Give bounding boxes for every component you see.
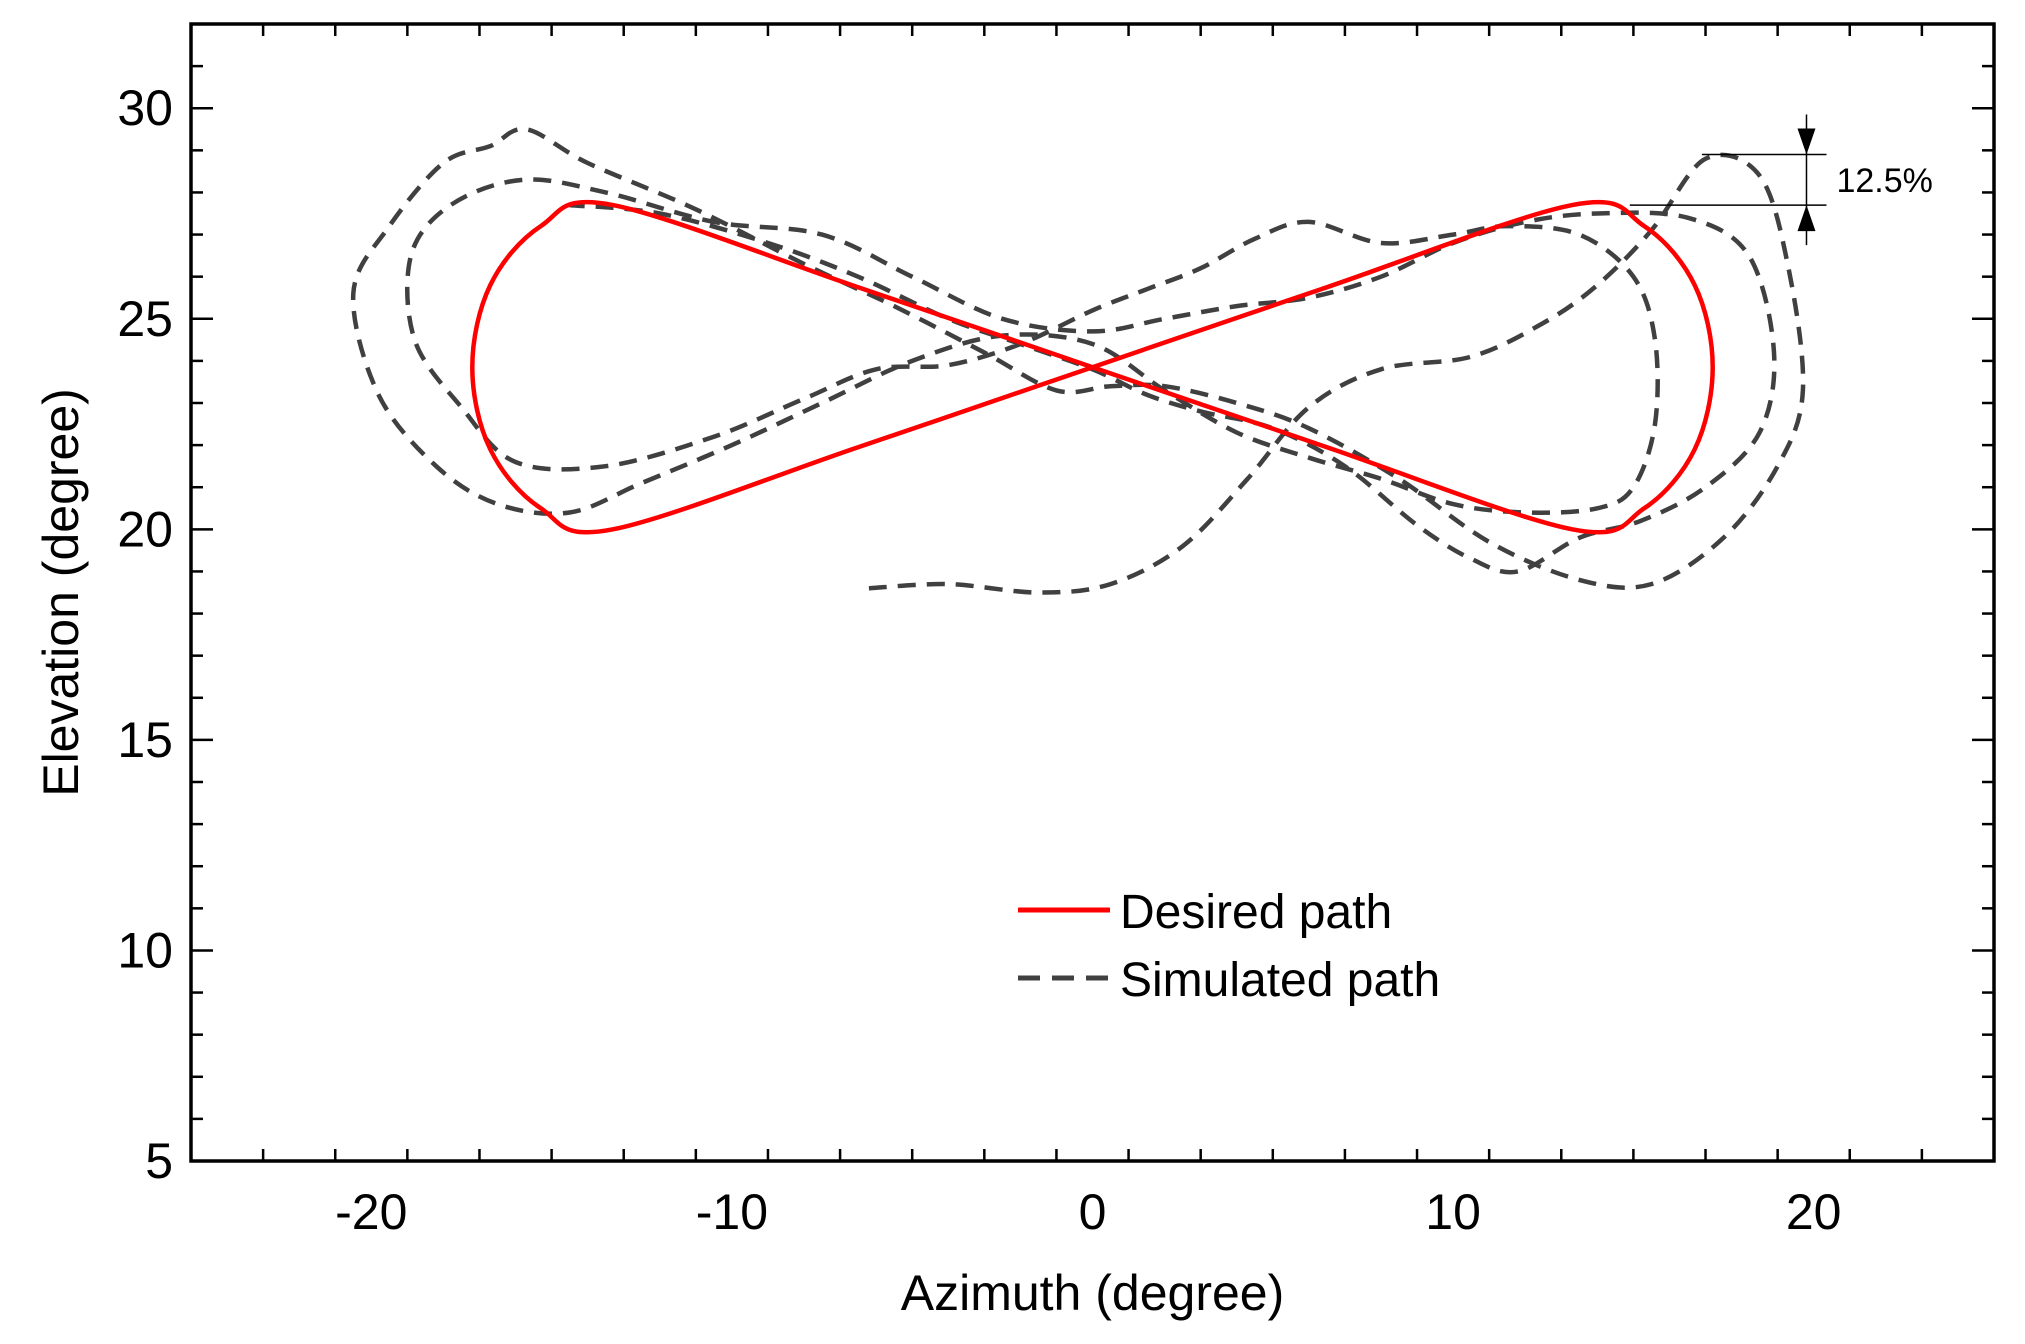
desired-path-line [470, 199, 1715, 535]
legend: Desired path Simulated path [1018, 886, 1440, 1007]
x-tick-label: 20 [1786, 1184, 1842, 1240]
plot-frame [189, 22, 1996, 1163]
y-tick-label: 5 [145, 1133, 173, 1189]
x-tick-label: 0 [1079, 1184, 1107, 1240]
annotation-label: 12.5% [1836, 162, 1932, 200]
y-tick-label: 25 [117, 291, 173, 347]
y-tick-label: 20 [117, 501, 173, 557]
y-tick-label: 10 [117, 922, 173, 978]
simulated-path-line [350, 126, 1806, 595]
amplitude-annotation: 12.5% [1629, 114, 1933, 246]
x-tick-label: -10 [696, 1184, 768, 1240]
x-tick-label: -20 [335, 1184, 407, 1240]
y-tick-label: 30 [117, 80, 173, 136]
x-tick-label: 10 [1425, 1184, 1481, 1240]
ticks: -20 -10 0 10 20 5 10 15 20 25 30 [117, 22, 1996, 1240]
y-axis-title: Elevation (degree) [33, 388, 89, 797]
series-layer [350, 126, 1806, 595]
x-axis-title: Azimuth (degree) [901, 1265, 1285, 1321]
legend-label-desired: Desired path [1120, 886, 1392, 939]
legend-label-simulated: Simulated path [1120, 954, 1440, 1007]
annotation-arrow-down-icon [1797, 128, 1816, 155]
y-tick-label: 15 [117, 712, 173, 768]
annotation-arrow-up-icon [1797, 205, 1816, 232]
